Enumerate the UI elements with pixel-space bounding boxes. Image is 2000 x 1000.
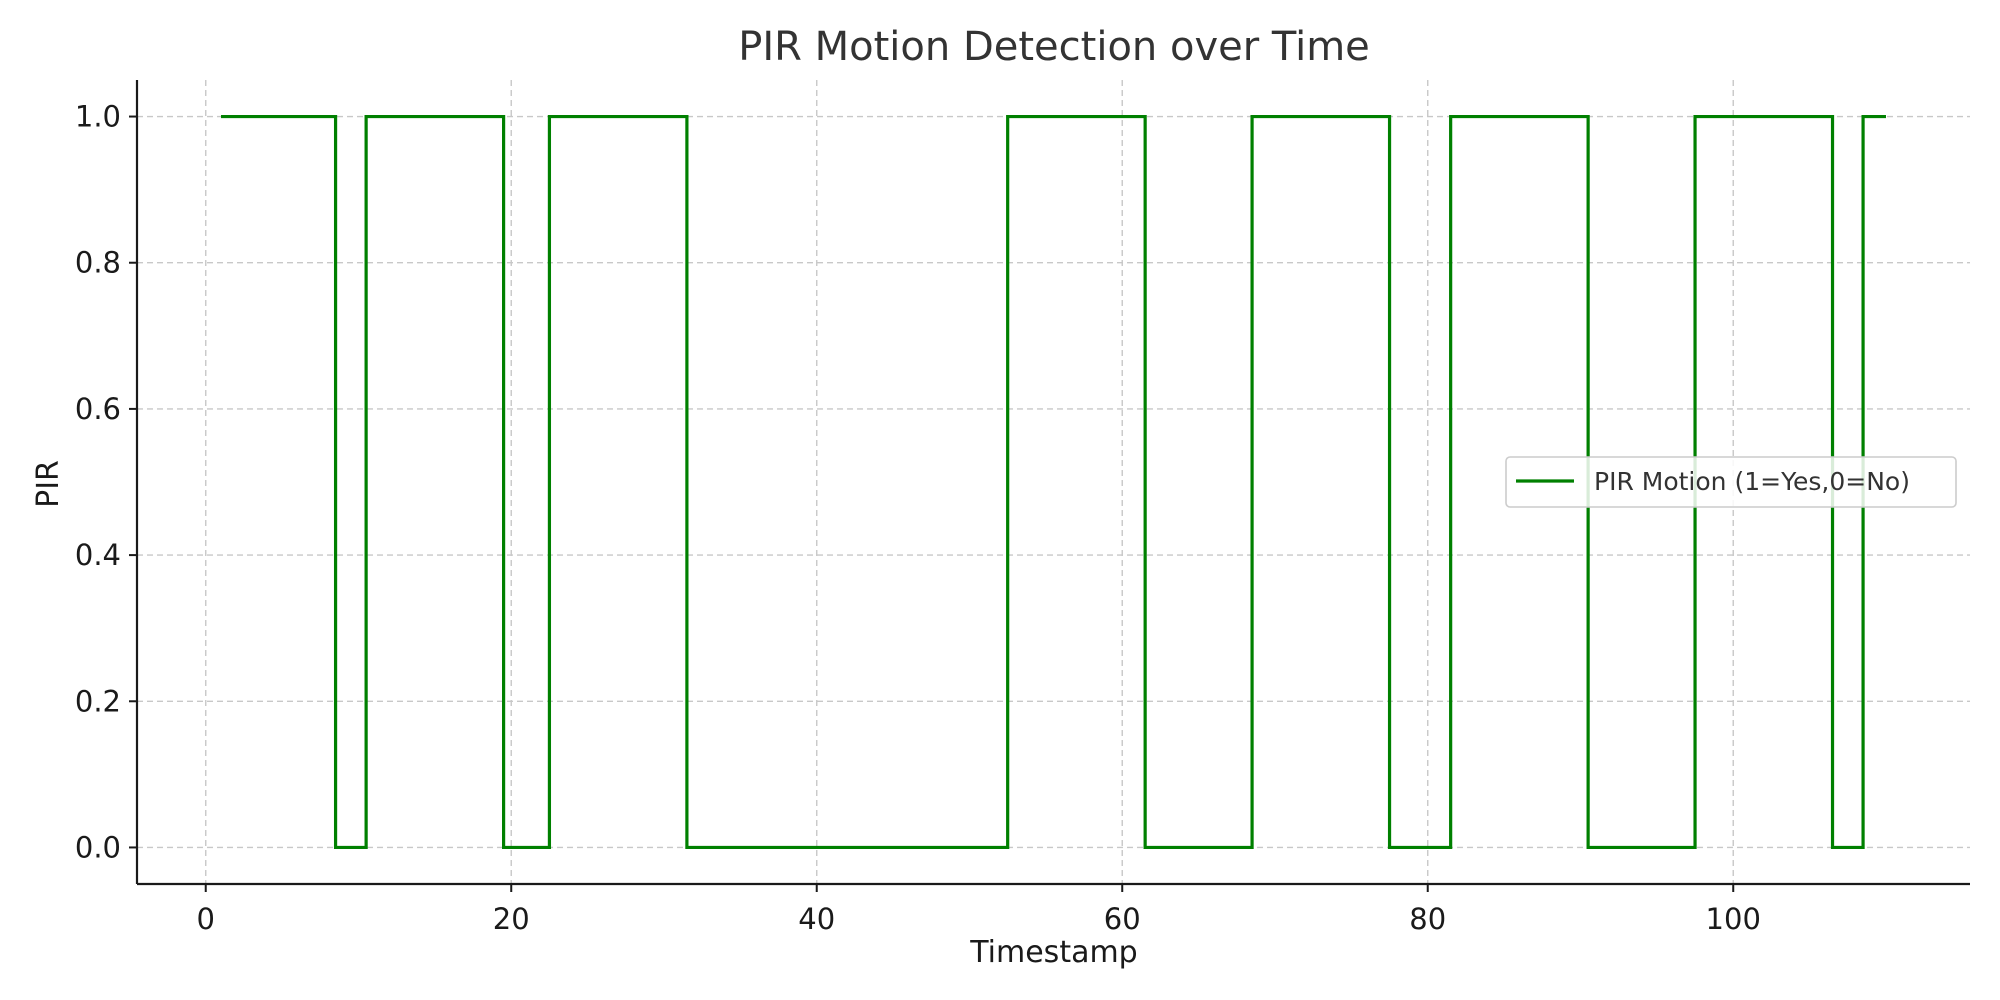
- y-axis-label: PIR: [31, 460, 66, 508]
- y-tick-label: 0.4: [75, 538, 121, 572]
- x-axis-label: Timestamp: [969, 935, 1137, 970]
- chart-title: PIR Motion Detection over Time: [738, 24, 1370, 70]
- x-tick-label: 0: [197, 902, 215, 936]
- x-tick-label: 40: [798, 902, 835, 936]
- y-tick-label: 0.6: [75, 392, 121, 426]
- pir-motion-series-line: [221, 114, 1886, 850]
- x-tick-label: 60: [1104, 902, 1141, 936]
- x-tick-label: 100: [1706, 902, 1761, 936]
- y-tick-label: 0.0: [75, 830, 121, 864]
- series: [221, 114, 1886, 850]
- legend-label: PIR Motion (1=Yes,0=No): [1594, 467, 1910, 496]
- axes: [135, 80, 1970, 886]
- ticks: 0 20 40 60 80 100 0.0 0.2 0.4 0.6 0.8 1.0: [75, 100, 1761, 936]
- x-tick-label: 80: [1409, 902, 1446, 936]
- y-tick-label: 0.2: [75, 684, 121, 718]
- legend-box: [1505, 456, 1957, 508]
- legend: PIR Motion (1=Yes,0=No): [1505, 456, 1957, 508]
- x-tick-label: 20: [493, 902, 530, 936]
- y-tick-label: 0.8: [75, 246, 121, 280]
- y-tick-label: 1.0: [75, 100, 121, 134]
